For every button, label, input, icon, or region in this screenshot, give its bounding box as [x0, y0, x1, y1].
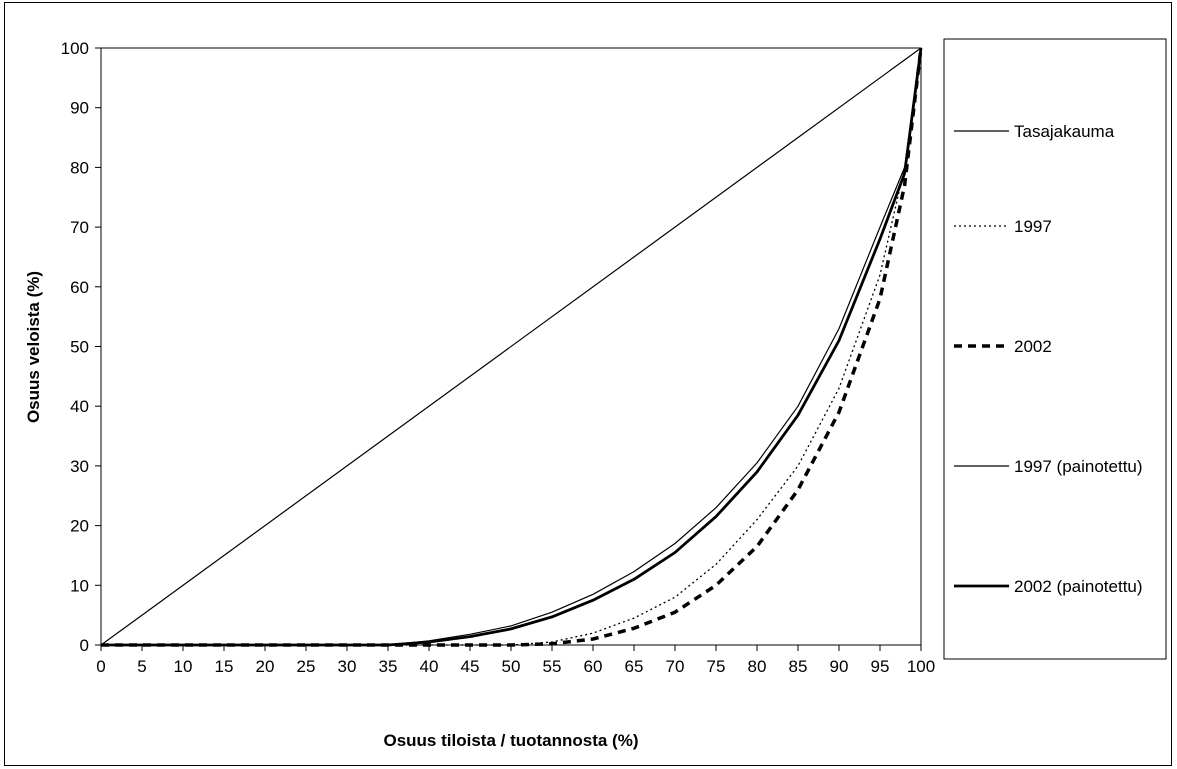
y-tick-label: 10: [70, 576, 89, 595]
legend-label: 2002 (painotettu): [1014, 577, 1143, 596]
x-tick-label: 10: [174, 657, 193, 676]
legend-label: 2002: [1014, 337, 1052, 356]
x-axis: 0 5 10 15 20 25 30 35 40 45 50 55 60 65 70 75 80 85 90 95 10…: [96, 645, 935, 676]
y-axis: 0 10 20 30 40 50 60 70 80 90 100: [61, 39, 101, 655]
y-tick-label: 30: [70, 457, 89, 476]
legend: Tasajakauma 1997 2002 1997 (painotettu) 2002…: [943, 38, 1167, 660]
y-tick-label: 90: [70, 99, 89, 118]
x-tick-label: 30: [338, 657, 357, 676]
x-tick-label: 100: [907, 657, 935, 676]
y-tick-label: 80: [70, 158, 89, 177]
x-tick-label: 35: [379, 657, 398, 676]
x-tick-label: 20: [256, 657, 275, 676]
x-tick-label: 0: [96, 657, 105, 676]
y-tick-label: 0: [80, 636, 89, 655]
legend-label: 1997 (painotettu): [1014, 457, 1143, 476]
y-tick-label: 20: [70, 517, 89, 536]
y-tick-label: 50: [70, 338, 89, 357]
series-line-2: [101, 47, 922, 646]
x-tick-label: 70: [666, 657, 685, 676]
x-tick-label: 50: [502, 657, 521, 676]
x-tick-label: 15: [215, 657, 234, 676]
series-line-1: [100, 47, 922, 646]
chart-frame: [4, 2, 1172, 766]
y-tick-label: 40: [70, 397, 89, 416]
x-tick-label: 45: [461, 657, 480, 676]
legend-box: [943, 38, 1167, 660]
x-tick-label: 95: [871, 657, 890, 676]
x-tick-label: 25: [297, 657, 316, 676]
y-tick-label: 60: [70, 278, 89, 297]
x-tick-label: 60: [584, 657, 603, 676]
legend-label: Tasajakauma: [1014, 122, 1115, 141]
x-axis-title: Osuus tiloista / tuotannosta (%): [383, 731, 638, 750]
y-axis-title: Osuus veloista (%): [24, 271, 43, 423]
x-tick-label: 85: [789, 657, 808, 676]
x-tick-label: 65: [625, 657, 644, 676]
series-line-5: [101, 47, 923, 647]
x-tick-label: 90: [830, 657, 849, 676]
legend-label: 1997: [1014, 217, 1052, 236]
y-tick-label: 100: [61, 39, 89, 58]
x-tick-label: 75: [707, 657, 726, 676]
x-tick-label: 80: [748, 657, 767, 676]
series-line-4: [101, 47, 922, 646]
x-tick-label: 40: [420, 657, 439, 676]
series-group: [100, 47, 923, 647]
x-tick-label: 5: [137, 657, 146, 676]
x-tick-label: 55: [543, 657, 562, 676]
series-line-3: [101, 47, 923, 647]
y-tick-label: 70: [70, 218, 89, 237]
